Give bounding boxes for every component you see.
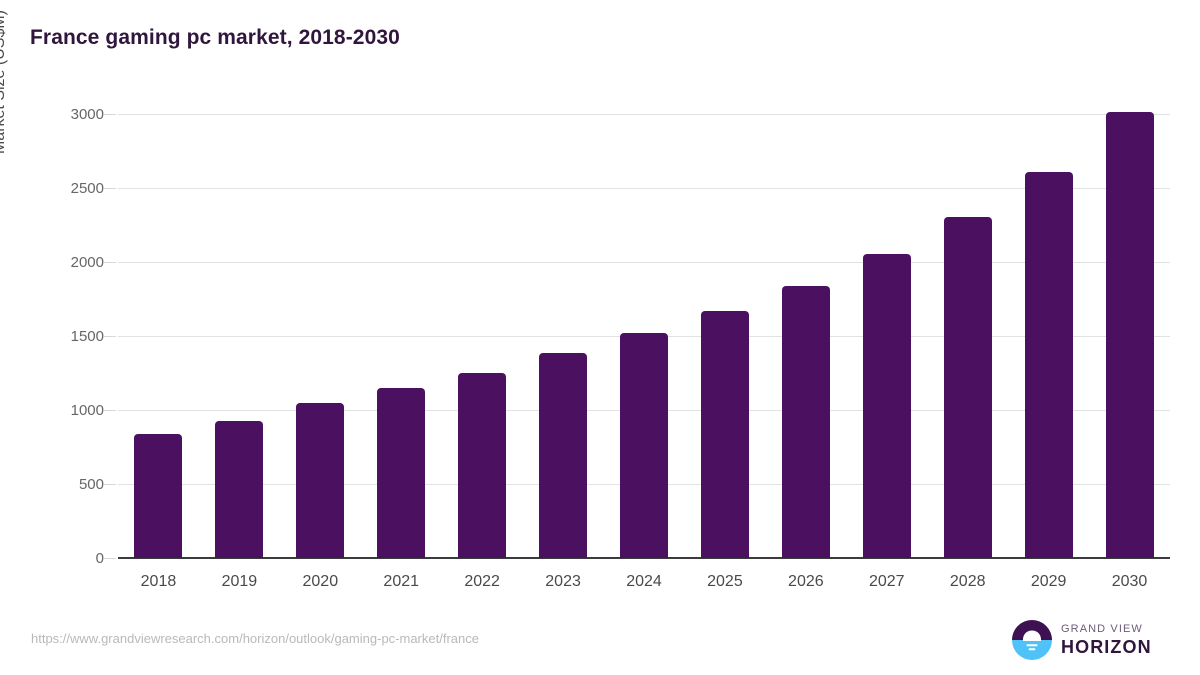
y-tick-label: 1500: [70, 328, 104, 345]
logo-wordmark: GRAND VIEW HORIZON: [1061, 623, 1152, 657]
x-tick-label-2025: 2025: [707, 573, 743, 590]
bar-2021[interactable]: [377, 387, 426, 558]
horizon-circle-icon: [1012, 620, 1052, 660]
bar-2019[interactable]: [215, 420, 264, 558]
x-tick-label-2023: 2023: [545, 573, 581, 590]
x-tick-label-2020: 2020: [302, 573, 339, 590]
y-tick-mark: [104, 114, 116, 115]
y-tick-mark: [104, 262, 116, 263]
gridline: [118, 188, 1170, 189]
grand-view-horizon-logo: GRAND VIEW HORIZON: [1012, 620, 1152, 660]
x-tick-label-2021: 2021: [383, 573, 420, 590]
bar-2030[interactable]: [1105, 112, 1154, 558]
y-tick-label: 500: [78, 476, 104, 493]
x-tick-label-2024: 2024: [626, 573, 662, 590]
x-tick-label-2027: 2027: [868, 573, 905, 590]
bar-series: [118, 112, 1170, 558]
bar-2020[interactable]: [296, 402, 345, 558]
x-tick-label-2030: 2030: [1111, 573, 1148, 590]
bar-2022[interactable]: [458, 373, 507, 558]
x-tick-label-2018: 2018: [140, 573, 177, 590]
bar-2029[interactable]: [1024, 172, 1073, 558]
bar-2026[interactable]: [781, 286, 830, 558]
y-tick-mark: [104, 558, 116, 559]
x-tick-label-2019: 2019: [221, 573, 258, 590]
bar-2023[interactable]: [539, 353, 588, 558]
x-tick-label-2026: 2026: [788, 573, 824, 590]
bar-2025[interactable]: [700, 311, 749, 558]
y-tick-label: 2500: [70, 180, 104, 197]
x-tick-label-2022: 2022: [464, 573, 500, 590]
bar-2028[interactable]: [943, 216, 992, 558]
x-tick-label-2028: 2028: [949, 573, 986, 590]
gridline: [118, 262, 1170, 263]
y-tick-label: 2000: [70, 254, 104, 271]
y-tick-mark: [104, 484, 116, 485]
source-url[interactable]: https://www.grandviewresearch.com/horizo…: [31, 631, 479, 646]
y-tick-mark: [104, 336, 116, 337]
chart-title: France gaming pc market, 2018-2030: [30, 26, 400, 49]
logo-line-grand-view: GRAND VIEW: [1061, 623, 1143, 635]
y-axis-title: Market Size (US$M): [0, 9, 8, 155]
bar-2024[interactable]: [620, 333, 668, 558]
y-tick-label: 0: [95, 550, 104, 567]
bar-2027[interactable]: [862, 253, 911, 558]
y-tick-mark: [104, 410, 116, 411]
y-tick-label: 1000: [70, 402, 104, 419]
x-tick-label-2029: 2029: [1030, 573, 1067, 590]
gridline: [118, 114, 1170, 115]
logo-line-horizon: HORIZON: [1061, 637, 1152, 657]
bar-2018[interactable]: [134, 433, 183, 558]
y-tick-mark: [104, 188, 116, 189]
x-axis-line: [118, 557, 1170, 559]
y-tick-label: 3000: [70, 106, 104, 123]
